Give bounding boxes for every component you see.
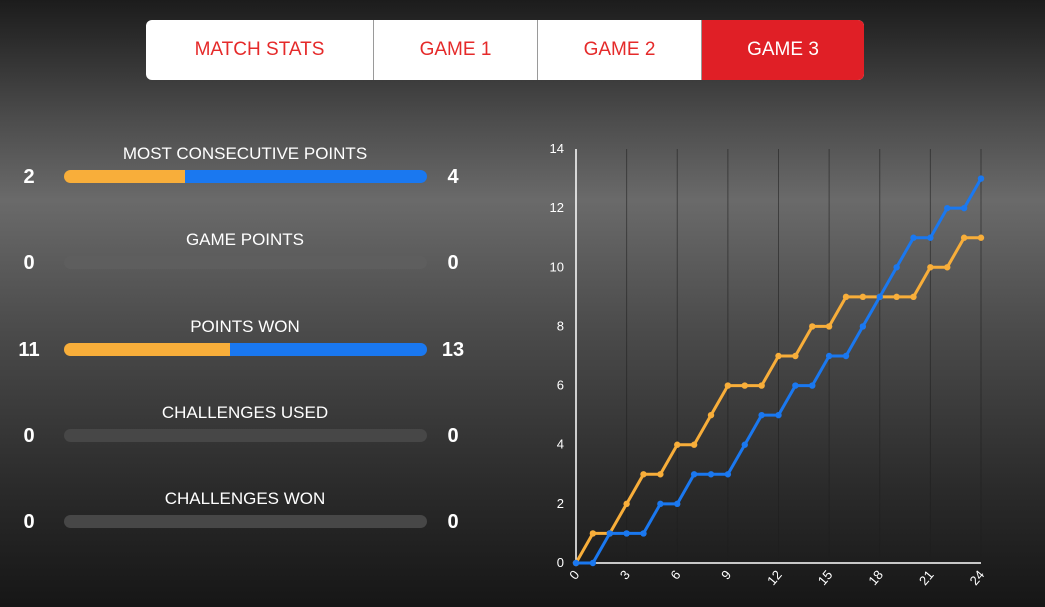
data-point — [825, 352, 833, 360]
data-point — [960, 204, 968, 212]
data-point — [825, 323, 833, 330]
y-tick-label: 2 — [557, 496, 564, 511]
data-point — [724, 471, 732, 478]
x-tick-label: 9 — [718, 567, 734, 582]
data-point — [792, 382, 799, 389]
stat-bar-right-fill — [230, 343, 427, 356]
game-tabs: MATCH STATS GAME 1 GAME 2 GAME 3 — [146, 20, 864, 80]
data-point — [623, 500, 630, 508]
data-point — [674, 500, 681, 508]
data-point — [623, 530, 630, 537]
data-point — [859, 323, 867, 330]
stat-points-won: POINTS WON 11 13 — [0, 317, 520, 377]
y-tick-label: 6 — [557, 378, 564, 393]
stat-challenges-won: CHALLENGES WON 0 0 — [0, 489, 520, 549]
tab-game-3[interactable]: GAME 3 — [702, 20, 864, 80]
data-point — [859, 293, 867, 301]
data-point — [690, 471, 698, 478]
x-tick-label: 3 — [617, 567, 633, 582]
data-point — [707, 471, 715, 478]
stat-bar — [64, 429, 427, 442]
data-point — [893, 293, 900, 301]
data-point — [842, 293, 850, 301]
data-point — [741, 441, 748, 448]
stat-bar — [64, 256, 427, 269]
stat-bar — [64, 515, 427, 528]
data-point — [927, 264, 934, 271]
y-tick-label: 0 — [557, 555, 564, 570]
data-point — [657, 500, 664, 508]
data-point — [707, 411, 715, 419]
data-point — [674, 441, 681, 448]
data-point — [724, 382, 732, 389]
x-tick-label: 21 — [916, 567, 937, 588]
data-point — [775, 352, 782, 360]
data-point — [944, 264, 951, 271]
x-tick-label: 24 — [967, 567, 988, 588]
stat-right-value: 0 — [447, 511, 459, 533]
data-point — [944, 204, 951, 212]
stat-label: POINTS WON — [190, 317, 300, 336]
x-tick-label: 15 — [815, 567, 836, 588]
data-point — [589, 559, 597, 567]
stat-right-value: 4 — [447, 166, 459, 188]
stat-bar-right-fill — [185, 170, 427, 183]
data-point — [640, 471, 647, 478]
data-point — [893, 264, 900, 271]
data-point — [960, 234, 968, 241]
y-tick-label: 14 — [550, 141, 564, 156]
x-tick-label: 12 — [764, 567, 785, 588]
stat-right-value: 13 — [441, 339, 465, 361]
y-tick-label: 4 — [557, 437, 564, 452]
data-point — [792, 352, 799, 360]
stat-bar — [64, 170, 427, 183]
stat-left-value: 0 — [23, 511, 35, 533]
data-point — [606, 530, 613, 537]
stat-right-value: 0 — [447, 425, 459, 447]
y-tick-label: 8 — [557, 318, 564, 333]
data-point — [589, 530, 597, 537]
data-point — [572, 559, 580, 567]
data-point — [809, 382, 816, 389]
y-tick-label: 12 — [550, 200, 564, 215]
data-point — [657, 471, 664, 478]
stat-right-value: 0 — [447, 252, 459, 274]
stat-left-value: 0 — [23, 252, 35, 274]
data-point — [640, 530, 647, 537]
stat-label: CHALLENGES USED — [161, 403, 329, 422]
data-point — [690, 441, 698, 448]
data-point — [910, 293, 917, 301]
tab-game-1[interactable]: GAME 1 — [374, 20, 538, 80]
y-tick-label: 10 — [550, 259, 564, 274]
tab-game-2[interactable]: GAME 2 — [538, 20, 702, 80]
data-point — [977, 234, 985, 241]
data-point — [758, 382, 765, 389]
tab-match-stats[interactable]: MATCH STATS — [146, 20, 374, 80]
x-tick-label: 0 — [566, 567, 582, 582]
data-point — [876, 293, 883, 301]
data-point — [927, 234, 934, 241]
x-tick-label: 18 — [865, 567, 886, 588]
data-point — [809, 323, 816, 330]
stat-game-points: GAME POINTS 0 0 — [0, 230, 520, 290]
data-point — [977, 175, 985, 182]
stat-left-value: 0 — [23, 425, 35, 447]
stat-left-value: 2 — [23, 166, 35, 188]
x-tick-label: 6 — [667, 567, 683, 582]
data-point — [775, 411, 782, 419]
data-point — [842, 352, 850, 360]
stat-left-value: 11 — [18, 339, 40, 361]
stat-most-consecutive-points: MOST CONSECUTIVE POINTS 2 4 — [0, 144, 520, 204]
stat-bar-left-fill — [64, 170, 185, 183]
stat-bar — [64, 343, 427, 356]
stat-label: MOST CONSECUTIVE POINTS — [122, 144, 368, 163]
stat-label: GAME POINTS — [185, 230, 305, 249]
data-point — [741, 382, 748, 389]
stat-challenges-used: CHALLENGES USED 0 0 — [0, 403, 520, 463]
stat-bar-left-fill — [64, 343, 231, 356]
data-point — [758, 411, 765, 419]
stat-label: CHALLENGES WON — [164, 489, 326, 508]
data-point — [910, 234, 917, 241]
